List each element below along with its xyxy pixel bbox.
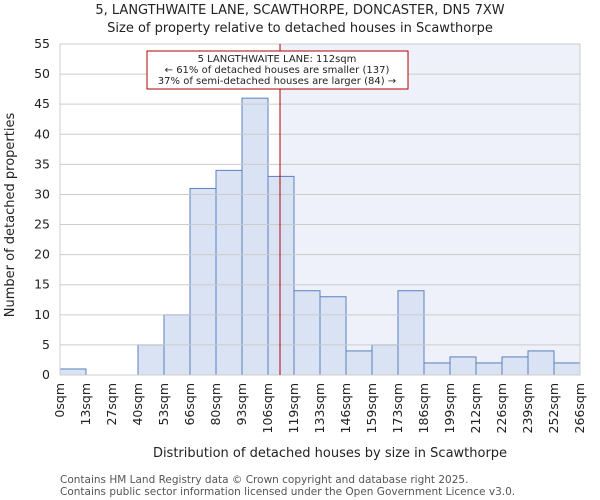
x-tick-label: 173sqm [390, 383, 405, 433]
bar [319, 296, 347, 376]
y-axis-label: Number of detached properties [3, 113, 18, 318]
x-tick-label: 199sqm [442, 383, 457, 433]
x-tick-label: 13sqm [78, 383, 93, 426]
y-tick-label: 50 [34, 66, 50, 81]
x-tick-label: 252sqm [546, 383, 561, 433]
y-tick-label: 25 [34, 217, 50, 232]
plot-frame [59, 43, 581, 376]
bar [527, 350, 555, 376]
annotation-line-3: 37% of semi-detached houses are larger (… [158, 76, 396, 87]
bar [345, 350, 373, 376]
x-tick-label: 133sqm [312, 383, 327, 433]
annotation-line-1: 5 LANGTHWAITE LANE: 112sqm [198, 54, 357, 65]
x-tick-label: 226sqm [494, 383, 509, 433]
bar [137, 344, 165, 376]
x-tick-label: 27sqm [104, 383, 119, 426]
annotation-frame [146, 50, 409, 90]
x-tick-label: 119sqm [286, 383, 301, 433]
bar [59, 368, 87, 376]
bars [59, 97, 581, 376]
chart-subtitle: Size of property relative to detached ho… [107, 21, 493, 36]
bar [371, 344, 399, 376]
x-tick-label: 53sqm [156, 383, 171, 426]
y-tick-label: 15 [34, 277, 50, 292]
y-tick-label: 0 [42, 367, 50, 382]
bar [553, 362, 581, 376]
annotation-line-2: ← 61% of detached houses are smaller (13… [165, 65, 390, 76]
y-tick-label: 45 [34, 96, 50, 111]
x-tick-label: 80sqm [208, 383, 223, 426]
x-tick-label: 212sqm [468, 383, 483, 433]
bar [189, 187, 217, 376]
annotation-box: 5 LANGTHWAITE LANE: 112sqm ← 61% of deta… [146, 50, 409, 90]
bar [215, 169, 243, 376]
y-tick-label: 5 [42, 337, 50, 352]
x-tick-label: 106sqm [260, 383, 275, 433]
chart-title: 5, LANGTHWAITE LANE, SCAWTHORPE, DONCAST… [95, 3, 504, 18]
bar [475, 362, 503, 376]
footer-line-2: Contains public sector information licen… [60, 486, 515, 498]
y-tick-label: 20 [34, 247, 50, 262]
y-tick-label: 40 [34, 126, 50, 141]
y-tick-label: 30 [34, 186, 50, 201]
x-tick-label: 239sqm [520, 383, 535, 433]
bar [293, 290, 321, 376]
x-tick-label: 159sqm [364, 383, 379, 433]
x-axis-label: Distribution of detached houses by size … [153, 446, 507, 461]
x-axis: 0sqm 13sqm 27sqm 40sqm 53sqm 66sqm 80sqm 93sqm 1… [52, 383, 587, 433]
y-tick-label: 10 [34, 307, 50, 322]
bar [449, 356, 477, 376]
x-tick-label: 66sqm [182, 383, 197, 426]
y-tick-label: 35 [34, 156, 50, 171]
bar [397, 290, 425, 376]
x-tick-label: 0sqm [52, 383, 67, 418]
bar [423, 362, 451, 376]
y-tick-label: 55 [34, 36, 50, 51]
footer-line-1: Contains HM Land Registry data © Crown c… [60, 474, 468, 486]
x-tick-label: 186sqm [416, 383, 431, 433]
x-tick-label: 40sqm [130, 383, 145, 426]
x-tick-label: 146sqm [338, 383, 353, 433]
x-tick-label: 93sqm [234, 383, 249, 426]
bar [241, 97, 269, 376]
x-tick-label: 266sqm [572, 383, 587, 433]
bar [501, 356, 529, 376]
